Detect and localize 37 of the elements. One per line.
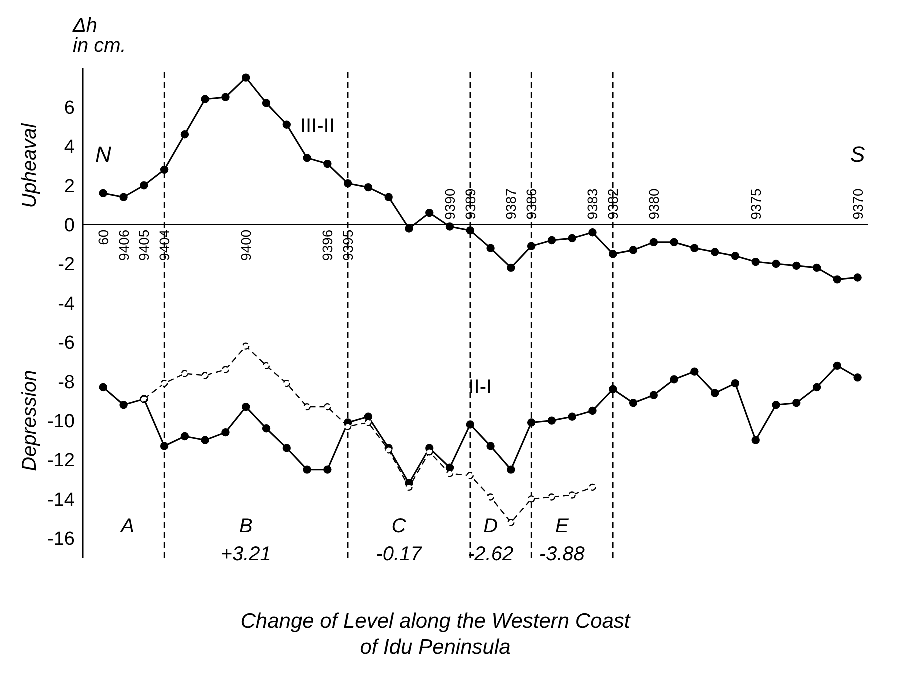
x-tick-label: 60 [95,230,112,246]
series-label: II-I [468,376,492,398]
annotation: D -2.62 [468,516,514,566]
y-tick-label: -10 [48,412,75,433]
y-tick-label: -8 [58,372,75,394]
x-tick-label: 9390 [442,188,458,220]
y-tick-label: 2 [64,176,75,198]
y-tick-label: 0 [64,216,75,237]
annotation: N [95,142,112,168]
y-tick-label: -12 [48,450,75,472]
y-tick-label: -2 [58,254,75,276]
text: Depression [19,370,41,472]
annotation: A [120,516,135,538]
text: Change of Level along the Western Coast of Idu Peninsula [240,610,632,659]
y-tick-label: -6 [58,333,75,354]
x-tick-label: 9375 [748,188,764,220]
x-tick-label: 9383 [584,188,601,220]
y-tick-label: 6 [64,98,75,119]
x-tick-label: 9400 [238,230,254,261]
x-tick-label: 9370 [850,188,866,220]
y-tick-label: -16 [48,529,75,550]
series-label: III-II [300,116,335,138]
x-tick-label: 9406 [116,230,132,261]
x-tick-label: 9382 [605,188,622,220]
text: Upheaval [19,123,41,208]
y-axis-title: Δh in cm. [72,15,126,57]
x-tick-label: 9380 [646,188,662,220]
annotation: E -3.88 [539,516,585,566]
annotation: B +3.21 [220,516,272,566]
x-tick-label: 9405 [136,230,152,261]
y-tick-label: -14 [48,490,76,511]
x-tick-label: 9387 [503,188,520,220]
y-tick-label: 4 [64,137,76,158]
annotation: C -0.17 [376,516,423,566]
x-tick-label: 9396 [320,230,336,261]
annotation: S [850,142,866,168]
y-tick-label: -4 [58,294,76,315]
